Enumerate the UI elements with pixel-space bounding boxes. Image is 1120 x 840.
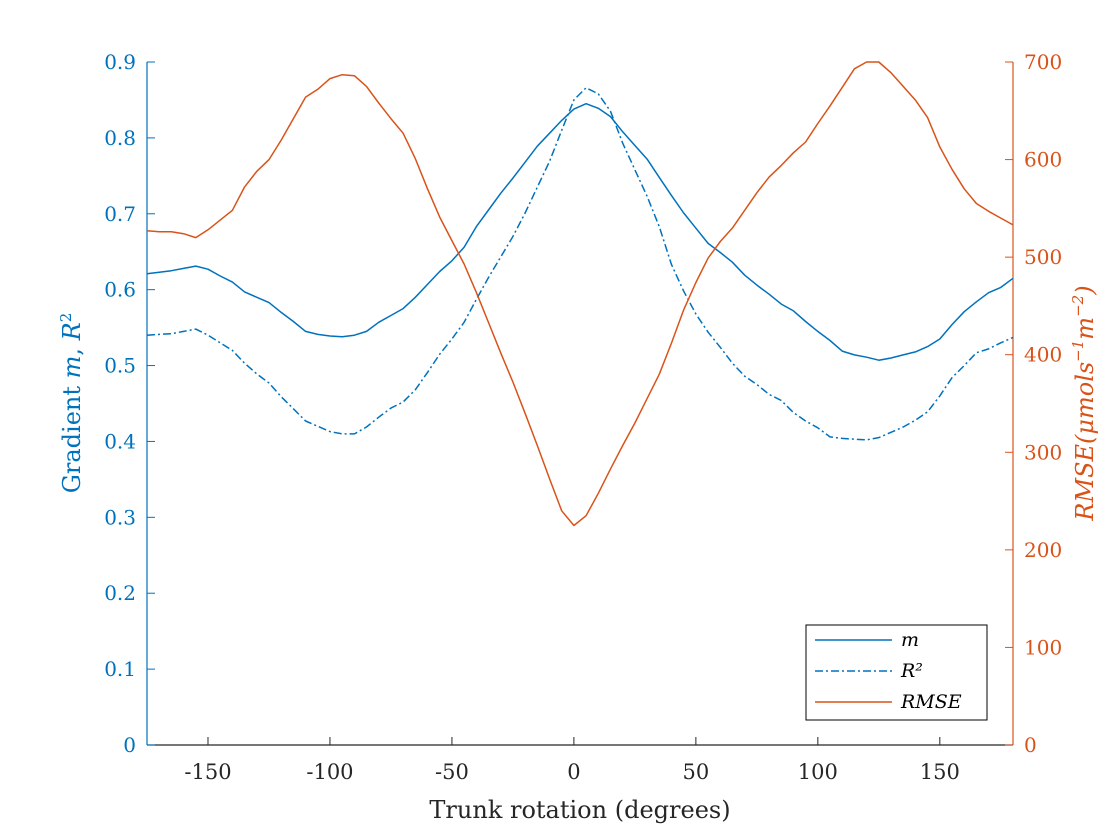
left-y-axis-label-sup: 2 <box>57 313 75 323</box>
left-y-axis-label-r: R <box>58 322 86 341</box>
right-y-axis-label-end: ) <box>1071 285 1099 295</box>
right-y-axis-label-mid: m <box>1071 317 1099 340</box>
x-tick-label: -100 <box>306 760 353 784</box>
left-y-axis-label-m: m <box>58 356 86 379</box>
right-y-tick-label: 200 <box>1024 538 1062 562</box>
left-y-axis-label: Gradient m, R2 <box>57 313 86 494</box>
right-y-tick-label: 300 <box>1024 440 1062 464</box>
right-y-tick-label: 100 <box>1024 635 1062 659</box>
left-y-tick-label: 0.2 <box>104 581 136 605</box>
left-y-tick-label: 0.4 <box>104 429 136 453</box>
legend-label-rmse: RMSE <box>900 691 962 713</box>
tick-labels: -150 -100 -50 0 50 100 150 0 0.1 0.2 0.3 0.4 0.5 0.6 0… <box>104 50 1062 784</box>
series-line-r2 <box>146 87 1014 441</box>
right-y-tick-label: 500 <box>1024 245 1062 269</box>
right-y-tick-label: 400 <box>1024 343 1062 367</box>
right-y-tick-label: 700 <box>1024 50 1062 74</box>
left-y-tick-label: 0.7 <box>104 202 136 226</box>
tick-marks <box>147 61 1013 746</box>
legend-label-r2: R² <box>900 660 923 682</box>
left-y-axis-label-prefix: Gradient <box>58 378 86 493</box>
x-tick-label: 100 <box>798 760 838 784</box>
x-tick-label: -150 <box>184 760 231 784</box>
x-axis-label: Trunk rotation (degrees) <box>429 796 730 824</box>
left-y-tick-label: 0.8 <box>104 126 136 150</box>
x-tick-label: -50 <box>435 760 469 784</box>
left-y-axis-label-sep: , <box>58 340 86 355</box>
left-y-tick-label: 0.6 <box>104 278 136 302</box>
right-y-tick-label: 600 <box>1024 148 1062 172</box>
x-tick-label: 0 <box>567 760 580 784</box>
left-y-tick-label: 0.9 <box>104 50 136 74</box>
right-y-axis-label-sup2: −2 <box>1069 295 1087 317</box>
legend-box <box>805 624 988 721</box>
right-y-tick-label: 0 <box>1024 733 1037 757</box>
right-y-axis-label: RMSE(μmols−1m−2) <box>1069 285 1099 521</box>
left-y-tick-label: 0.3 <box>104 505 136 529</box>
series-layer <box>146 61 1014 527</box>
legend: m R² RMSE <box>805 624 988 721</box>
series-line-m <box>146 102 1014 361</box>
left-y-tick-label: 0 <box>123 733 136 757</box>
right-y-axis-label-base: RMSE(μmols <box>1071 362 1099 522</box>
right-y-axis-label-sup1: −1 <box>1069 340 1087 362</box>
left-y-tick-label: 0.1 <box>104 657 136 681</box>
x-tick-label: 50 <box>683 760 710 784</box>
left-y-tick-label: 0.5 <box>104 354 136 378</box>
series-line-rmse <box>146 61 1014 527</box>
legend-label-m: m <box>901 629 919 651</box>
x-tick-label: 150 <box>920 760 960 784</box>
